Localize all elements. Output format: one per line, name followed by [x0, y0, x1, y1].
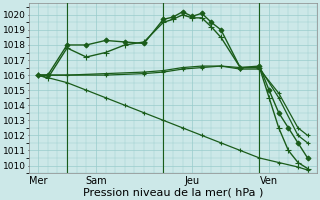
X-axis label: Pression niveau de la mer( hPa ): Pression niveau de la mer( hPa ) [83, 187, 263, 197]
